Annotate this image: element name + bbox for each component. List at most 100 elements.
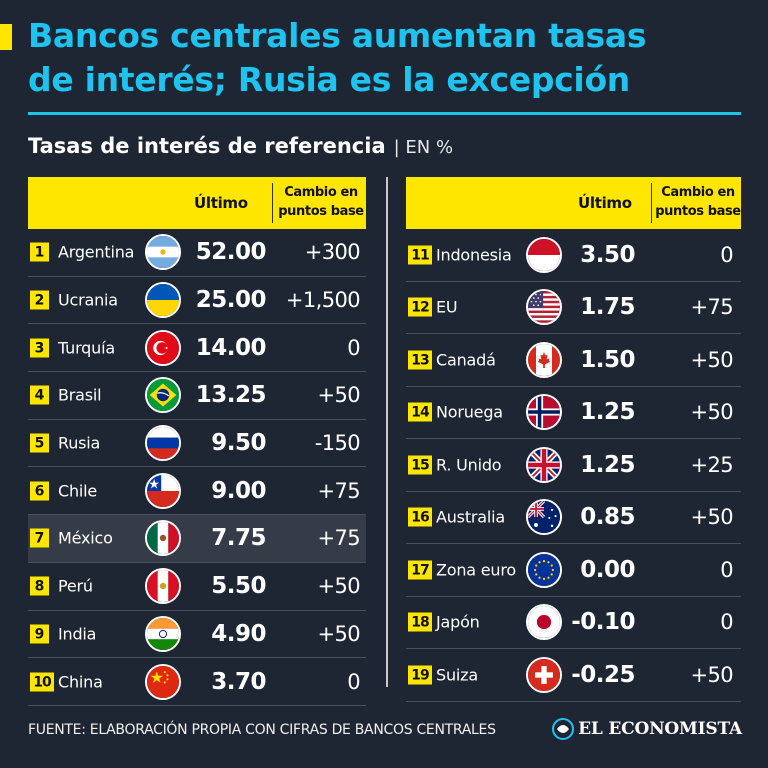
table-row: 15 R. Unido 1.25 +25 [406, 439, 741, 492]
change-value: -150 [314, 431, 361, 456]
header-cambio-line1: Cambio en [661, 185, 735, 200]
change-value: +50 [317, 621, 360, 646]
column-divider [386, 177, 388, 687]
table-header: Último Cambio en puntos base [28, 177, 366, 229]
table-row: 19 Suiza -0.25 +50 [406, 649, 741, 702]
chile-flag-icon [145, 472, 181, 509]
russia-flag-icon [145, 425, 181, 462]
rate-value: 0.00 [580, 556, 635, 583]
eu-flag-icon [526, 551, 562, 588]
table-row: 10 China 3.70 0 [28, 658, 366, 706]
rank-badge: 1 [30, 242, 49, 262]
rate-value: 9.50 [211, 430, 266, 457]
change-value: 0 [720, 610, 733, 635]
country-name: Japón [436, 612, 480, 632]
change-value: +50 [317, 574, 360, 599]
rate-value: 3.50 [580, 241, 635, 268]
rate-value: 52.00 [195, 239, 267, 266]
rate-value: 13.25 [195, 382, 267, 409]
turkey-flag-icon [145, 329, 181, 366]
country-name: Argentina [58, 242, 135, 262]
change-value: 0 [347, 669, 360, 694]
rank-badge: 17 [408, 560, 432, 580]
header-cambio: Cambio en puntos base [654, 183, 742, 221]
table-header: Último Cambio en puntos base [406, 177, 741, 229]
rank-badge: 10 [30, 672, 54, 692]
table-row: 2 Ucrania 25.00 +1,500 [28, 277, 366, 325]
table-right: Último Cambio en puntos base 11 Indonesia… [406, 177, 741, 702]
rate-value: 1.25 [580, 451, 635, 478]
brand-mark-icon [552, 718, 575, 740]
change-value: 0 [720, 557, 733, 582]
subtitle: Tasas de interés de referencia | EN % [28, 130, 453, 164]
rank-badge: 11 [408, 245, 432, 265]
country-name: México [58, 528, 113, 548]
rank-badge: 19 [408, 665, 432, 685]
change-value: +75 [317, 478, 360, 503]
change-value: +25 [690, 452, 733, 477]
rank-badge: 14 [408, 402, 432, 422]
rate-value: 1.25 [580, 399, 635, 426]
rank-badge: 18 [408, 612, 432, 632]
change-value: 0 [720, 242, 733, 267]
usa-flag-icon [526, 289, 562, 326]
header-divider [272, 183, 273, 223]
rate-value: 1.75 [580, 294, 635, 321]
country-name: Canadá [436, 350, 496, 370]
subtitle-main: Tasas de interés de referencia [28, 134, 386, 158]
rank-badge: 4 [30, 385, 49, 405]
ukraine-flag-icon [145, 282, 181, 319]
rank-badge: 8 [30, 576, 49, 596]
country-name: China [58, 672, 103, 692]
country-name: Australia [436, 507, 505, 527]
header-cambio: Cambio en puntos base [275, 183, 367, 221]
rank-badge: 3 [30, 338, 49, 358]
country-name: Suiza [436, 665, 478, 685]
rank-badge: 6 [30, 481, 49, 501]
change-value: 0 [347, 335, 360, 360]
brazil-flag-icon [145, 377, 181, 414]
rate-value: 7.75 [211, 525, 266, 552]
header-cambio-line1: Cambio en [284, 185, 358, 200]
change-value: +50 [690, 347, 733, 372]
canada-flag-icon [526, 341, 562, 378]
country-name: Ucrania [58, 290, 118, 310]
table-row: 13 Canadá 1.50 +50 [406, 334, 741, 387]
rank-badge: 15 [408, 455, 432, 475]
table-row: 18 Japón -0.10 0 [406, 597, 741, 649]
table-body: 11 Indonesia 3.50 0 12 EU 1.75 +75 13 Canadá 1.50 +… [406, 229, 741, 702]
peru-flag-icon [145, 568, 181, 605]
rate-value: 25.00 [195, 287, 267, 314]
change-value: +300 [304, 240, 361, 265]
country-name: Noruega [436, 402, 503, 422]
chart-title: Bancos centrales aumentan tasas de inter… [28, 14, 758, 102]
country-name: Turquía [58, 338, 115, 358]
country-name: Indonesia [436, 245, 512, 265]
table-row: 4 Brasil 13.25 +50 [28, 372, 366, 420]
change-value: +50 [690, 505, 733, 530]
table-row: 3 Turquía 14.00 0 [28, 324, 366, 373]
rate-value: 0.85 [580, 504, 635, 531]
rate-value: 4.90 [211, 620, 266, 647]
title-rule [28, 112, 741, 115]
rank-badge: 12 [408, 297, 432, 317]
table-row: 5 Rusia 9.50 -150 [28, 420, 366, 468]
rank-badge: 7 [30, 528, 49, 548]
change-value: +75 [690, 295, 733, 320]
rate-value: 3.70 [211, 668, 266, 695]
country-name: Perú [58, 576, 93, 596]
rank-badge: 13 [408, 350, 432, 370]
indonesia-flag-icon [526, 236, 562, 273]
country-name: R. Unido [436, 455, 502, 475]
rate-value: -0.25 [571, 661, 635, 688]
rank-badge: 2 [30, 290, 49, 310]
table-row: 14 Noruega 1.25 +50 [406, 387, 741, 439]
argentina-flag-icon [145, 234, 181, 271]
table-left: Último Cambio en puntos base 1 Argentina 5… [28, 177, 366, 706]
source-footer: FUENTE: ELABORACIÓN PROPIA CON CIFRAS DE… [28, 722, 496, 738]
change-value: +50 [690, 400, 733, 425]
header-ultimo: Último [578, 194, 632, 212]
norway-flag-icon [526, 394, 562, 431]
change-value: +1,500 [285, 288, 361, 313]
rate-value: 9.00 [211, 477, 266, 504]
